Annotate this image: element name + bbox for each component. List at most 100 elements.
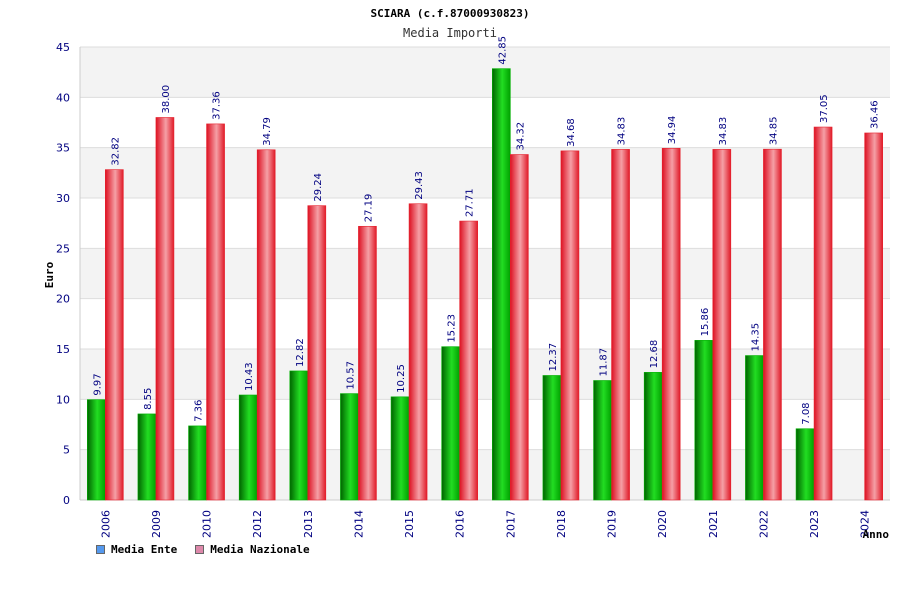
- bar-ente: [745, 355, 764, 501]
- data-label-ente: 15.86: [700, 308, 711, 337]
- data-label-ente: 12.82: [295, 338, 306, 367]
- bar-nazionale: [105, 169, 124, 501]
- data-label-ente: 10.25: [396, 364, 407, 393]
- bar-ente: [188, 425, 207, 501]
- legend-swatch-nazionale: [195, 545, 205, 554]
- bar-nazionale: [408, 203, 428, 501]
- data-label-nazionale: 32.82: [110, 137, 121, 166]
- x-tick-label: 2024: [859, 510, 872, 538]
- bar-nazionale: [813, 126, 833, 501]
- bar-ente: [441, 346, 460, 501]
- data-label-nazionale: 34.32: [515, 122, 526, 151]
- data-label-ente: 7.08: [801, 402, 812, 424]
- data-label-nazionale: 29.24: [313, 173, 324, 202]
- data-label-nazionale: 36.46: [870, 100, 881, 129]
- y-tick-label: 15: [56, 343, 70, 356]
- y-axis: 0 5 10 15 20 25 30 35 40 45: [56, 41, 70, 507]
- data-label-ente: 9.97: [92, 373, 103, 395]
- bar-nazionale: [712, 149, 732, 501]
- data-label-ente: 11.87: [599, 348, 610, 377]
- bar-nazionale: [358, 225, 377, 501]
- legend-label-nazionale: Media Nazionale: [210, 543, 310, 556]
- bar-ente: [340, 393, 359, 501]
- x-tick-label: 2015: [403, 510, 416, 538]
- data-label-nazionale: 29.43: [414, 171, 425, 200]
- x-tick-label: 2020: [656, 510, 669, 538]
- bar-nazionale: [155, 117, 175, 501]
- bar-ente: [542, 375, 562, 501]
- data-label-nazionale: 34.83: [718, 117, 729, 146]
- y-tick-label: 40: [56, 91, 70, 104]
- x-axis-label: Anno: [863, 528, 890, 541]
- data-label-nazionale: 38.00: [161, 85, 172, 114]
- y-tick-label: 35: [56, 142, 70, 155]
- data-label-ente: 14.35: [750, 323, 761, 352]
- x-tick-label: 2023: [808, 510, 821, 538]
- data-label-ente: 8.55: [143, 388, 154, 410]
- bar-ente: [390, 396, 410, 501]
- bars: [87, 68, 883, 501]
- data-label-nazionale: 34.94: [667, 116, 678, 145]
- x-tick-label: 2006: [99, 510, 112, 538]
- chart-subtitle: Media Importi: [403, 26, 497, 40]
- data-label-ente: 15.23: [447, 314, 458, 343]
- data-label-nazionale: 37.05: [819, 94, 830, 123]
- bar-ente: [492, 68, 511, 501]
- y-tick-label: 5: [63, 444, 70, 457]
- data-label-ente: 10.57: [345, 361, 356, 390]
- data-label-nazionale: 34.85: [768, 117, 779, 146]
- grid-band: [80, 47, 890, 98]
- bar-ente: [289, 370, 309, 501]
- y-axis-label: Euro: [43, 261, 56, 288]
- legend-item-nazionale: Media Nazionale: [195, 543, 310, 556]
- x-tick-label: 2017: [504, 510, 517, 538]
- data-label-ente: 42.85: [497, 36, 508, 65]
- legend: Media Ente Media Nazionale: [96, 543, 310, 556]
- bar-nazionale: [459, 220, 478, 501]
- data-label-nazionale: 34.83: [617, 117, 628, 146]
- bar-ente: [643, 372, 663, 501]
- legend-swatch-ente: [96, 545, 105, 554]
- data-label-nazionale: 27.19: [363, 194, 374, 223]
- x-tick-label: 2010: [201, 510, 214, 538]
- data-label-nazionale: 34.79: [262, 117, 273, 146]
- legend-item-ente: Media Ente: [96, 543, 177, 556]
- data-label-nazionale: 37.36: [212, 91, 223, 120]
- bar-nazionale: [307, 205, 327, 501]
- bar-nazionale: [256, 149, 276, 501]
- bar-nazionale: [560, 150, 580, 501]
- bar-nazionale: [611, 149, 630, 501]
- legend-label-ente: Media Ente: [111, 543, 178, 556]
- y-tick-label: 25: [56, 242, 70, 255]
- bar-nazionale: [763, 148, 782, 501]
- bar-ente: [694, 340, 714, 501]
- x-tick-label: 2014: [352, 510, 365, 538]
- bar-ente: [593, 380, 612, 501]
- data-label-ente: 12.37: [548, 343, 559, 372]
- x-tick-label: 2013: [302, 510, 315, 538]
- x-axis: 2006 2009 2010 2012 2013 2014 2015 2016 2017 2018…: [99, 510, 871, 538]
- bar-nazionale: [661, 147, 681, 501]
- y-tick-label: 10: [56, 393, 70, 406]
- x-tick-label: 2012: [251, 510, 264, 538]
- data-label-ente: 10.43: [244, 362, 255, 391]
- data-label-ente: 12.68: [649, 340, 660, 369]
- data-label-nazionale: 27.71: [465, 188, 476, 217]
- bar-ente: [137, 413, 157, 501]
- bar-nazionale: [206, 123, 225, 501]
- bar-nazionale: [864, 132, 883, 501]
- data-labels: 9.97 32.82 8.55 38.00 7.36 37.36 10.43 34.79 12.…: [92, 36, 880, 425]
- bar-ente: [238, 394, 258, 501]
- y-tick-label: 0: [63, 494, 70, 507]
- x-tick-label: 2009: [150, 510, 163, 538]
- y-tick-label: 45: [56, 41, 70, 54]
- bar-ente: [87, 399, 106, 501]
- bar-nazionale: [510, 154, 529, 501]
- x-tick-label: 2022: [757, 510, 770, 538]
- x-tick-label: 2021: [707, 510, 720, 538]
- data-label-nazionale: 34.68: [566, 118, 577, 147]
- x-tick-label: 2018: [555, 510, 568, 538]
- x-tick-label: 2016: [454, 510, 467, 538]
- bar-ente: [795, 428, 815, 501]
